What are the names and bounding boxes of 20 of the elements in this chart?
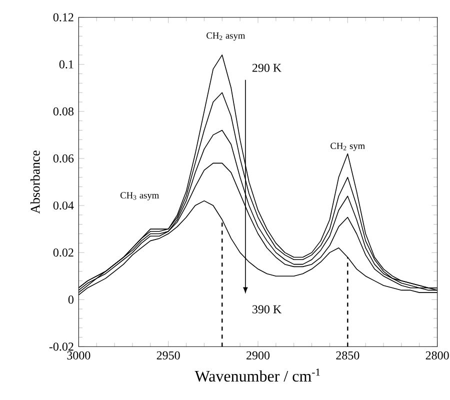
x-tick-label: 3000 <box>67 351 90 360</box>
y-tick-label: 0.02 <box>53 248 74 257</box>
y-tick-label: 0.12 <box>53 13 74 22</box>
y-tick-label: 0.08 <box>53 107 74 116</box>
y-tick-label: 0.04 <box>53 201 74 210</box>
annotation: 390 K <box>252 305 282 314</box>
x-tick-label: 2850 <box>336 351 360 360</box>
y-tick-label: 0.1 <box>59 60 74 68</box>
y-tick-label: 0.06 <box>53 154 74 163</box>
annotation: CH$_{2}$ sym <box>330 142 365 151</box>
annotation: CH$_{2}$ asym <box>206 32 246 41</box>
y-tick-label: 0 <box>68 296 74 304</box>
y-axis-title: Absorbance <box>30 150 40 214</box>
x-tick-label: 2900 <box>246 351 270 360</box>
x-tick-label: 2950 <box>156 351 180 360</box>
annotation: 290 K <box>252 64 282 72</box>
y-tick-label: -0.02 <box>49 342 74 351</box>
x-tick-label: 2800 <box>426 351 449 360</box>
x-axis-title: Wavenumber / cm$^{-1}$ <box>194 368 320 382</box>
annotation: CH$_{3}$ asym <box>120 192 159 200</box>
